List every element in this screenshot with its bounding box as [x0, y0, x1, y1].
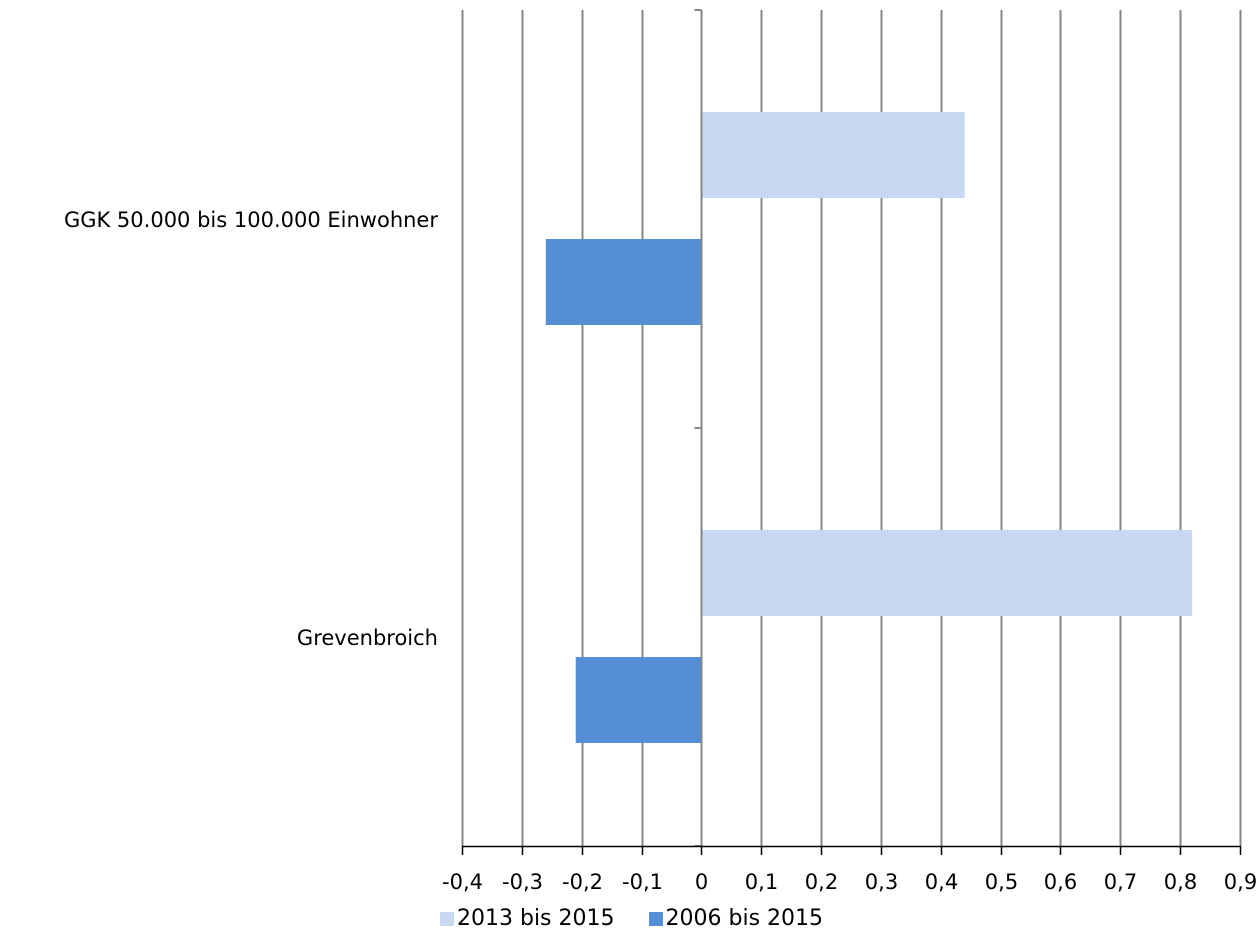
x-tick-label: 0,2 — [805, 870, 838, 894]
x-tick-label: 0,9 — [1224, 870, 1257, 894]
x-tick-label: 0,3 — [865, 870, 898, 894]
bar-series-2-cat-1 — [545, 239, 702, 325]
legend-label-series-2: 2006 bis 2015 — [665, 906, 824, 931]
x-tick-label: 0,4 — [925, 870, 958, 894]
bar-series-1-cat-1 — [701, 112, 965, 198]
x-tick-label: 0,8 — [1164, 870, 1197, 894]
category-labels: GGK 50.000 bis 100.000 Einwohner Grevenbr… — [64, 208, 438, 650]
x-tick-label: 0 — [695, 870, 708, 894]
bar-series-1-cat-2 — [701, 530, 1193, 616]
x-tick-label: -0,4 — [442, 870, 483, 894]
axes — [461, 9, 1242, 855]
x-tick-label: 0,6 — [1044, 870, 1077, 894]
legend: 2013 bis 2015 2006 bis 2015 — [440, 906, 823, 931]
x-tick-label: -0,1 — [622, 870, 663, 894]
x-tick-label: -0,2 — [562, 870, 603, 894]
legend-swatch-series-2 — [648, 911, 663, 926]
x-tick-label: 0,7 — [1104, 870, 1137, 894]
legend-item-series-1: 2013 bis 2015 — [440, 906, 615, 931]
legend-label-series-1: 2013 bis 2015 — [457, 906, 615, 931]
x-tick-label: -0,3 — [502, 870, 543, 894]
bar-series-2-cat-2 — [575, 657, 702, 743]
x-tick-label: 0,5 — [985, 870, 1018, 894]
category-label: Grevenbroich — [297, 626, 438, 650]
x-tick-labels: -0,4 -0,3 -0,2 -0,1 0 0,1 0,2 0,3 0,4 0,5 0,6 0,7 0,… — [442, 870, 1257, 894]
bars — [545, 112, 1193, 743]
x-tick-label: 0,1 — [745, 870, 778, 894]
legend-item-series-2: 2006 bis 2015 — [648, 906, 824, 931]
category-label: GGK 50.000 bis 100.000 Einwohner — [64, 208, 438, 232]
legend-swatch-series-1 — [440, 911, 454, 926]
